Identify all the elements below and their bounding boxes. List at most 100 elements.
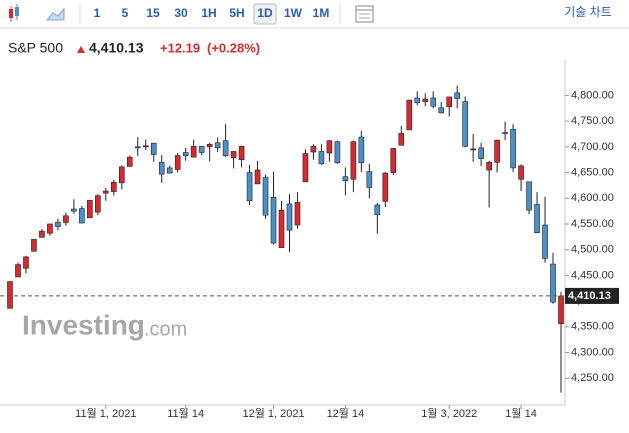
candle-body [558, 295, 564, 325]
watermark-suffix: .com [144, 318, 187, 340]
candle-body [79, 208, 85, 224]
interval-button[interactable]: 1W [284, 6, 303, 20]
candle-body [342, 176, 349, 182]
up-arrow [77, 46, 85, 53]
interval-button[interactable]: 1H [201, 6, 216, 20]
candle-body [39, 230, 45, 238]
candle-body [302, 153, 309, 183]
candle-body [478, 147, 484, 159]
watermark-brand: Investing [22, 309, 145, 340]
y-tick-label: 4,350.00 [571, 321, 614, 333]
candle-body [310, 146, 317, 153]
candle-body [7, 281, 13, 309]
last-price-tag-label: 4,410.13 [568, 290, 611, 302]
y-tick-label: 4,700.00 [571, 141, 614, 153]
candle-body [366, 171, 373, 188]
interval-button[interactable]: 30 [174, 6, 188, 20]
candle-body [318, 151, 325, 165]
watermark: Investing .com [22, 309, 187, 340]
y-tick-label: 4,500.00 [571, 244, 614, 256]
candle-body [182, 152, 189, 156]
candle-body [238, 146, 245, 161]
instrument-name: S&P 500 [8, 40, 63, 56]
candle-body [406, 99, 413, 131]
x-tick-label: 12월 1, 2021 [242, 407, 304, 420]
candle-body [166, 167, 173, 174]
candle-body [111, 182, 117, 192]
candle-body [438, 107, 445, 114]
candle-body [126, 156, 133, 167]
x-tick-label: 1월 3, 2022 [421, 407, 477, 420]
candle-body [270, 196, 277, 244]
candle-body [294, 202, 301, 226]
candle-body [95, 195, 101, 213]
candle-body [422, 98, 429, 102]
candle-body [398, 133, 405, 146]
candle-body [31, 239, 37, 252]
candle-body [198, 146, 205, 153]
table-icon[interactable] [355, 5, 374, 23]
y-tick-label: 4,250.00 [571, 372, 614, 384]
candle-body [454, 92, 460, 99]
candle-body [63, 215, 69, 223]
candle-body [118, 166, 125, 184]
y-tick-label: 4,650.00 [571, 166, 614, 178]
y-tick-label: 4,800.00 [571, 89, 614, 101]
interval-button[interactable]: 5H [229, 6, 244, 20]
candle-body [382, 172, 389, 202]
candle-body [206, 143, 213, 148]
candle-body [358, 136, 365, 164]
candle-body [510, 129, 516, 169]
y-tick-label: 4,750.00 [571, 115, 614, 127]
candle-body [502, 132, 508, 134]
candle-body [414, 97, 421, 103]
candle-body [462, 101, 468, 147]
candle-body [142, 145, 149, 148]
interval-button[interactable]: 1D [257, 6, 273, 20]
interval-button[interactable]: 5 [122, 6, 129, 20]
last-price-tag [565, 287, 619, 304]
candle-body [550, 263, 556, 303]
x-tick-label: 1월 14 [505, 407, 537, 420]
candle-body [103, 190, 109, 194]
candle-body [134, 146, 141, 149]
change: +12.19 [160, 40, 200, 55]
candle-body [230, 151, 237, 158]
candle-body [350, 141, 357, 180]
candle-body [55, 222, 61, 227]
y-tick-label: 4,450.00 [571, 269, 614, 281]
candle-body [470, 148, 476, 151]
y-tick-label: 4,600.00 [571, 192, 614, 204]
candle-body [486, 161, 492, 171]
candle-body [47, 223, 53, 234]
candle-body [87, 200, 93, 219]
x-tick-label: 12월 14 [327, 407, 365, 420]
candle-body [190, 146, 197, 158]
candle-body [214, 142, 221, 149]
candle-icon[interactable] [9, 4, 19, 22]
last-price: 4,410.13 [89, 40, 144, 56]
interval-button[interactable]: 1M [313, 6, 330, 20]
tech-chart-link[interactable]: 기술 차트 [564, 5, 612, 19]
candle-body [222, 140, 229, 156]
candle-body [446, 96, 453, 108]
candle-body [246, 172, 253, 202]
candle-body [518, 165, 524, 180]
area-icon[interactable] [45, 7, 65, 21]
candle-body [71, 208, 77, 212]
candle-body [542, 224, 548, 259]
interval-button[interactable]: 1 [94, 6, 101, 20]
candle-body [334, 141, 341, 164]
candle-body [534, 204, 540, 234]
candle-body [494, 139, 500, 163]
candle-body [326, 140, 333, 154]
candle-body [286, 203, 293, 231]
header: S&P 500 4,410.13 +12.19 (+0.28%) [8, 40, 260, 56]
candle-body [23, 256, 29, 269]
y-tick-label: 4,550.00 [571, 218, 614, 230]
candle-body [174, 155, 181, 170]
interval-button[interactable]: 15 [146, 6, 160, 20]
change-percent: (+0.28%) [207, 40, 260, 55]
